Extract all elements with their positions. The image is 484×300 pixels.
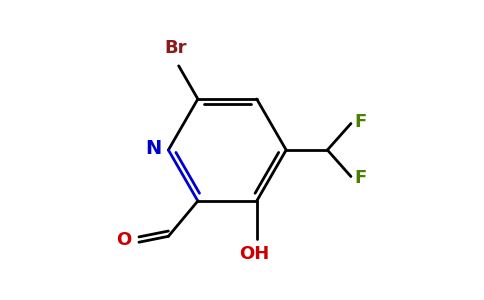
Text: F: F	[354, 169, 367, 187]
Text: O: O	[116, 231, 132, 249]
Text: OH: OH	[239, 245, 269, 263]
Text: N: N	[145, 139, 161, 158]
Text: F: F	[354, 113, 367, 131]
Text: Br: Br	[165, 39, 187, 57]
